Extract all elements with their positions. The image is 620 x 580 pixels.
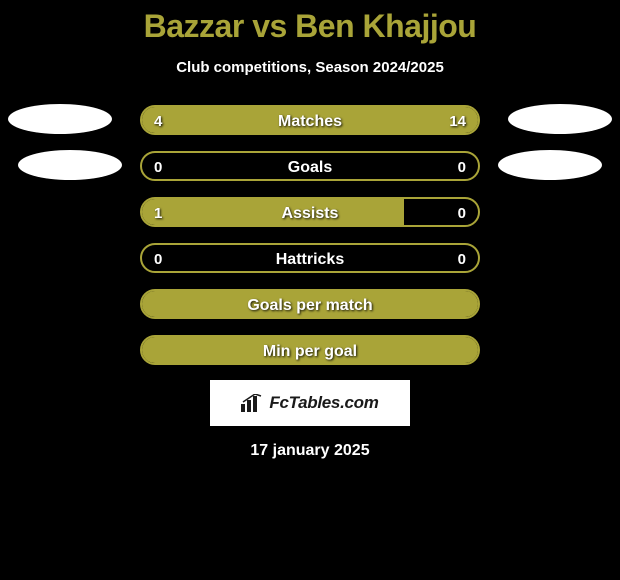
stat-value-left: 0 [154, 245, 162, 273]
subtitle: Club competitions, Season 2024/2025 [0, 59, 620, 76]
watermark-badge: FcTables.com [210, 380, 410, 426]
stat-bar-track: 0 Goals 0 [140, 151, 480, 181]
page-title: Bazzar vs Ben Khajjou [0, 0, 620, 45]
chart-icon [241, 394, 263, 412]
stat-bar-track: Min per goal [140, 335, 480, 365]
stat-value-right: 0 [458, 199, 466, 227]
stat-label: Goals [142, 153, 478, 181]
stat-bar-left [142, 337, 478, 363]
stat-bar-left [142, 107, 216, 133]
stat-row: 0 Goals 0 [0, 150, 620, 182]
stat-bar-track: 1 Assists 0 [140, 197, 480, 227]
stat-row: 0 Hattricks 0 [0, 242, 620, 274]
stat-row: 1 Assists 0 [0, 196, 620, 228]
stat-row: Goals per match [0, 288, 620, 320]
stat-bar-right [216, 107, 478, 133]
watermark-text: FcTables.com [269, 393, 378, 413]
stat-value-right: 0 [458, 153, 466, 181]
stat-bar-track: 4 Matches 14 [140, 105, 480, 135]
stat-label: Hattricks [142, 245, 478, 273]
date-text: 17 january 2025 [0, 442, 620, 460]
stat-bar-left [142, 199, 404, 225]
stat-row: 4 Matches 14 [0, 104, 620, 136]
stat-bar-left [142, 291, 478, 317]
comparison-chart: 4 Matches 14 0 Goals 0 1 Assists 0 0 Hat… [0, 104, 620, 366]
stat-row: Min per goal [0, 334, 620, 366]
stat-value-right: 0 [458, 245, 466, 273]
stat-value-left: 0 [154, 153, 162, 181]
stat-bar-track: Goals per match [140, 289, 480, 319]
stat-bar-track: 0 Hattricks 0 [140, 243, 480, 273]
